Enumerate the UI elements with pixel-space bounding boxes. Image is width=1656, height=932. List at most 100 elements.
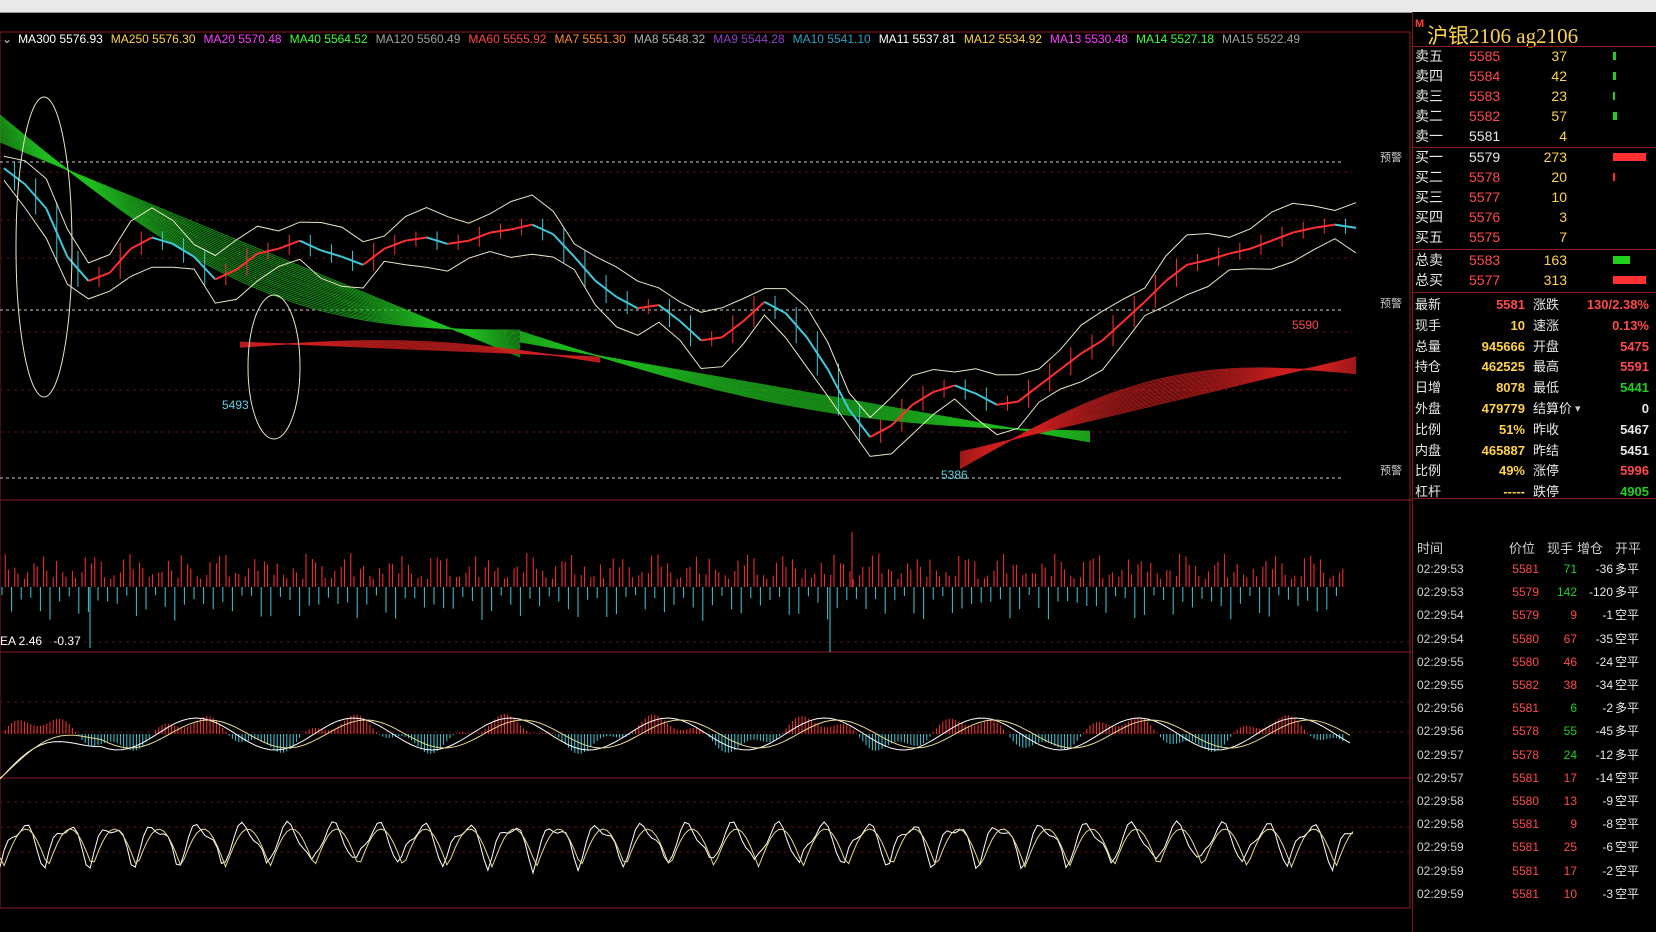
stat-row: 内盘 465887 昨结 5451 [1413, 440, 1656, 462]
tick-row[interactable]: 02:29:59 5581 17 -2 空平 [1413, 860, 1656, 883]
tick-oi-change: -6 [1602, 840, 1613, 855]
order-book-row[interactable]: 总买 5577 313 [1413, 270, 1656, 291]
tick-row[interactable]: 02:29:58 5580 13 -9 空平 [1413, 790, 1656, 813]
level-volume: 4 [1559, 128, 1567, 144]
tick-time: 02:29:58 [1417, 817, 1464, 832]
order-book-row[interactable]: 总卖 5583 163 [1413, 250, 1656, 271]
ma-line [0, 124, 521, 341]
volume-bar [1613, 276, 1646, 284]
tick-price: 5579 [1512, 608, 1539, 623]
band-loop [247, 294, 301, 440]
volume-bar [1613, 72, 1616, 80]
tick-row[interactable]: 02:29:57 5578 24 -12 多平 [1413, 744, 1656, 767]
order-book-row[interactable]: 买一 5579 273 [1413, 147, 1656, 168]
ma-line [0, 117, 521, 334]
tick-row[interactable]: 02:29:53 5579 142 -120 多平 [1413, 581, 1656, 604]
stat-row: 日增 8078 最低 5441 [1413, 377, 1656, 399]
ma-line [0, 116, 521, 332]
stat-value: 4905 [1620, 484, 1649, 500]
alert-label: 预警 [1380, 298, 1402, 310]
ma-line [0, 132, 521, 349]
order-book-row[interactable]: 卖三 5583 23 [1413, 86, 1656, 107]
stat-value: 0 [1641, 401, 1649, 416]
tick-time: 02:29:57 [1417, 770, 1464, 785]
tick-price: 5581 [1512, 886, 1539, 901]
ma-line [0, 119, 521, 336]
stat-value: 5467 [1620, 421, 1649, 437]
tick-row[interactable]: 02:29:54 5579 9 -1 空平 [1413, 604, 1656, 627]
ma-legend-item: MA120 5560.49 [375, 32, 461, 46]
stat-label: 现手 [1415, 317, 1442, 333]
tick-type: 空平 [1615, 608, 1640, 623]
tick-row[interactable]: 02:29:59 5581 25 -6 空平 [1413, 836, 1656, 859]
tick-time: 02:29:55 [1417, 678, 1464, 692]
ma-line [0, 130, 521, 346]
level-volume: 20 [1551, 169, 1567, 185]
tick-row[interactable]: 02:29:59 5581 10 -3 空平 [1413, 883, 1656, 906]
tick-row[interactable]: 02:29:56 5578 55 -45 多平 [1413, 720, 1656, 743]
tick-oi-change: -9 [1602, 794, 1613, 808]
ma-line [0, 121, 521, 337]
tick-price: 5578 [1512, 724, 1539, 739]
tick-oi-change: -2 [1602, 701, 1613, 716]
tick-row[interactable]: 02:29:56 5581 6 -2 多平 [1413, 697, 1656, 720]
tick-row[interactable]: 02:29:58 5581 9 -8 空平 [1413, 813, 1656, 836]
ma-line [959, 359, 1357, 456]
tick-type: 多平 [1615, 747, 1640, 762]
chart-area[interactable]: ⌄ MA300 5576.93 MA250 5576.30 MA20 5570.48 M… [0, 12, 1412, 932]
dropdown-icon[interactable]: ▾ [1575, 403, 1581, 415]
order-book-row[interactable]: 买五 5575 7 [1413, 227, 1656, 248]
ma-legend-item: MA9 5544.28 [713, 32, 785, 46]
tick-row[interactable]: 02:29:55 5580 46 -24 空平 [1413, 651, 1656, 674]
ma-legend-item: MA20 5570.48 [203, 32, 282, 46]
stat-label: 结算价 [1533, 401, 1573, 416]
stat-value: 49% [1498, 463, 1525, 479]
tick-type: 空平 [1615, 863, 1640, 878]
divider [1413, 147, 1656, 148]
level-label: 卖一 [1415, 128, 1443, 144]
stat-label: 比例 [1415, 421, 1442, 437]
tick-volume: 17 [1563, 770, 1577, 785]
stat-label: 开盘 [1533, 338, 1560, 354]
level-label: 卖二 [1415, 108, 1443, 124]
tick-oi-change: -14 [1595, 770, 1613, 785]
tick-oi-change: -2 [1602, 863, 1613, 878]
tick-row[interactable]: 02:29:57 5581 17 -14 空平 [1413, 767, 1656, 790]
kline-chart[interactable] [0, 12, 1412, 932]
level-volume: 23 [1551, 88, 1567, 104]
tick-type: 空平 [1615, 794, 1640, 808]
volume-bar [1613, 173, 1615, 181]
level-price: 5584 [1469, 68, 1501, 84]
ma-legend-item: MA300 5576.93 [18, 32, 103, 46]
order-book-row[interactable]: 卖二 5582 57 [1413, 106, 1656, 127]
order-book-row[interactable]: 卖五 5585 37 [1413, 46, 1656, 67]
stat-row: 比例 49% 涨停 5996 [1413, 460, 1656, 482]
chevron-down-icon[interactable]: ⌄ [2, 32, 13, 46]
tick-time: 02:29:58 [1417, 794, 1464, 808]
tick-row[interactable]: 02:29:55 5582 38 -34 空平 [1413, 674, 1656, 697]
stat-value: 5996 [1620, 463, 1649, 479]
level-label: 总卖 [1415, 252, 1443, 268]
order-book-row[interactable]: 买二 5578 20 [1413, 167, 1656, 188]
tick-row[interactable]: 02:29:53 5581 71 -36 多平 [1413, 558, 1656, 581]
divider [1413, 498, 1656, 499]
ma-line [0, 127, 521, 344]
band-loop [15, 96, 73, 398]
order-book-row[interactable]: 卖四 5584 42 [1413, 66, 1656, 87]
stat-label: 持仓 [1415, 359, 1442, 375]
order-book-row[interactable]: 买四 5576 3 [1413, 207, 1656, 228]
level-label: 卖四 [1415, 68, 1443, 84]
tick-row[interactable]: 02:29:54 5580 67 -35 空平 [1413, 628, 1656, 651]
ma-line [959, 357, 1357, 454]
level-price: 5575 [1469, 229, 1501, 245]
stat-label: 昨收 [1533, 421, 1560, 437]
ma-legend-item: MA60 5555.92 [468, 32, 547, 46]
order-book-row[interactable]: 买三 5577 10 [1413, 187, 1656, 208]
tick-head-type: 开平 [1615, 541, 1642, 556]
tick-volume: 67 [1563, 631, 1577, 646]
tick-volume: 13 [1563, 794, 1577, 808]
order-book-row[interactable]: 卖一 5581 4 [1413, 126, 1656, 147]
ma-line [519, 335, 1091, 437]
stat-row: 现手 10 速涨 0.13% [1413, 315, 1656, 337]
tick-oi-change: -1 [1602, 608, 1613, 623]
